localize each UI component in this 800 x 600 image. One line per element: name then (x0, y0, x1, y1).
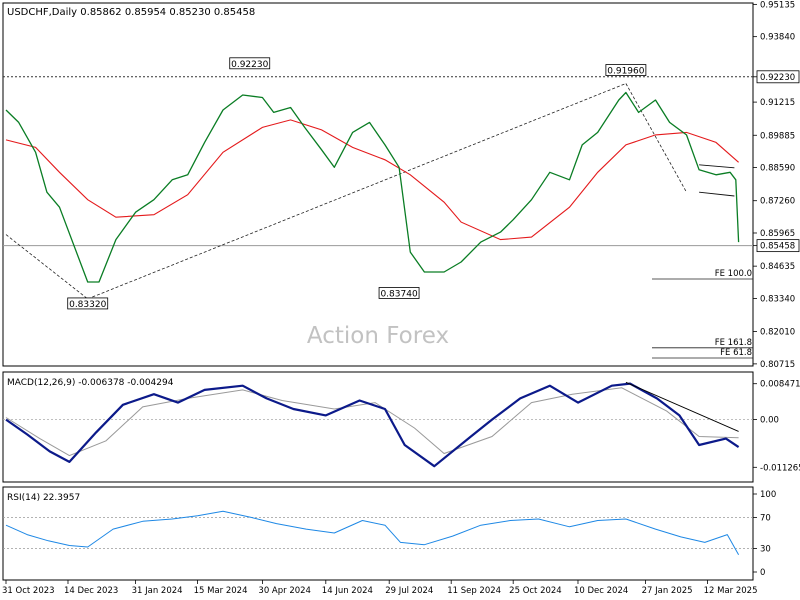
watermark: Action Forex (307, 323, 449, 349)
date-tick-label-10: 27 Jan 2025 (642, 586, 693, 596)
annotation-label-1: 0.83320 (69, 300, 106, 310)
date-tick-label-0: 31 Oct 2023 (2, 586, 55, 596)
price-tick-box-2 (756, 70, 800, 84)
price-line (5, 91, 740, 283)
fe-level-label-1: FE 161.8 (715, 338, 752, 348)
date-tick-label-5: 14 Jun 2024 (322, 586, 373, 596)
price-tick-label-3: 0.91215 (760, 98, 795, 108)
fe-level-label-2: FE 61.8 (720, 348, 752, 358)
annotation-label-0: 0.92230 (231, 60, 268, 70)
macd-header: MACD(12,26,9) -0.006378 -0.004294 (7, 378, 174, 388)
annotation-label-2: 0.83740 (380, 289, 417, 299)
moving-average-line (5, 119, 739, 241)
price-tick-label-7: 0.85965 (760, 229, 795, 239)
price-pane-frame (2, 2, 754, 367)
rsi-tick-label-3: 0 (760, 568, 765, 578)
macd-line (5, 382, 740, 468)
macd-tick-label-1: 0.00 (760, 416, 779, 426)
rsi-line (5, 510, 740, 556)
price-tick-label-6: 0.87260 (760, 197, 795, 207)
date-tick-label-1: 14 Dec 2023 (64, 586, 118, 596)
macd-pane-frame (2, 371, 754, 483)
price-tick-label-0: 0.95135 (760, 0, 795, 10)
date-axis: 31 Oct 2023 14 Dec 2023 31 Jan 2024 15 Mar … (2, 580, 757, 596)
price-tick-label-10: 0.83340 (760, 294, 795, 304)
rsi-header: RSI(14) 22.3957 (7, 493, 80, 503)
trendline-2 (625, 83, 687, 193)
annotation-label-3: 0.91960 (607, 67, 644, 77)
date-tick-label-7: 11 Sep 2024 (447, 586, 501, 596)
rsi-pane: RSI(14) 22.3957 100 70 30 0 (2, 486, 776, 581)
annotation-box-1 (67, 297, 109, 310)
price-tick-label-12: 0.80715 (760, 360, 795, 370)
macd-tick-label-2: -0.011265 (760, 463, 800, 473)
price-tick-label-5: 0.88590 (760, 164, 795, 174)
date-tick-label-3: 15 Mar 2024 (194, 586, 248, 596)
date-tick-label-4: 30 Apr 2024 (258, 586, 311, 596)
macd-trendline (625, 381, 739, 432)
macd-signal-line (5, 387, 739, 457)
price-tick-label-9: 0.84635 (760, 262, 795, 272)
rsi-tick-label-0: 100 (760, 490, 776, 500)
price-tick-box-8 (756, 239, 800, 253)
rsi-tick-label-1: 70 (760, 513, 771, 523)
date-tick-label-6: 29 Jul 2024 (385, 586, 433, 596)
macd-pane: MACD(12,26,9) -0.006378 -0.004294 0.0084… (2, 371, 800, 483)
price-pane: USDCHF,Daily 0.85862 0.85954 0.85230 0.8… (2, 0, 800, 370)
date-tick-label-2: 31 Jan 2024 (132, 586, 183, 596)
annotation-box-0 (229, 57, 271, 70)
trendline-1 (87, 83, 627, 300)
rsi-tick-label-2: 30 (760, 545, 771, 555)
date-tick-label-11: 12 Mar 2025 (704, 586, 758, 596)
fe-level-label-0: FE 100.0 (715, 269, 752, 279)
macd-tick-label-0: 0.008471 (760, 380, 800, 390)
annotation-box-2 (378, 287, 420, 299)
price-tick-label-4: 0.89885 (760, 131, 795, 141)
annotation-box-3 (605, 64, 647, 76)
date-tick-label-9: 10 Dec 2024 (574, 586, 628, 596)
channel-lower-line (699, 191, 735, 197)
price-tick-label-11: 0.82010 (760, 328, 795, 338)
date-tick-label-8: 25 Oct 2024 (509, 586, 562, 596)
price-pane-header: USDCHF,Daily 0.85862 0.85954 0.85230 0.8… (7, 7, 255, 18)
channel-upper-line (699, 164, 735, 169)
trendline-0 (5, 234, 88, 300)
price-tick-label-1: 0.93840 (760, 33, 795, 43)
rsi-pane-frame (2, 486, 754, 581)
price-tick-label-8: 0.85458 (760, 242, 795, 252)
price-tick-label-2: 0.92230 (760, 73, 795, 83)
